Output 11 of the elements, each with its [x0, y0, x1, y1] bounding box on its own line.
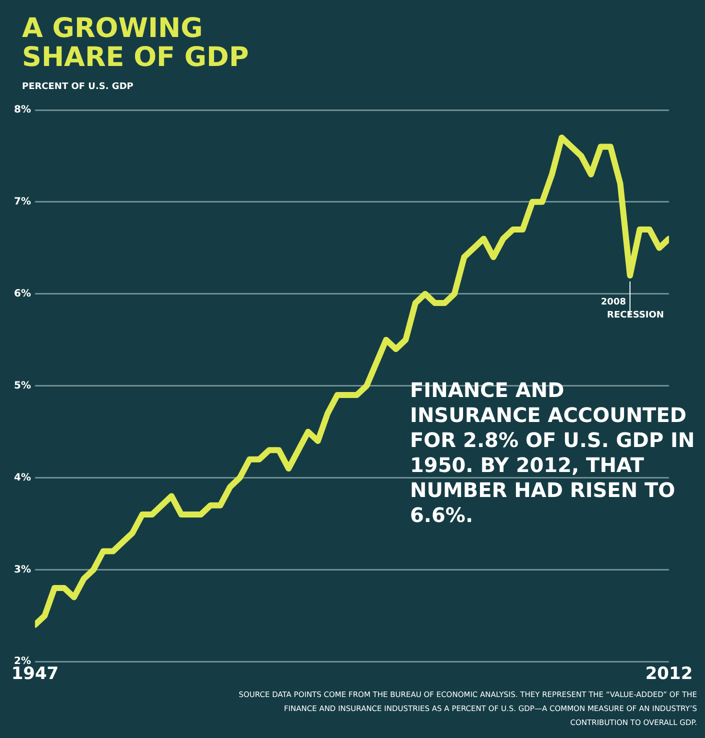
y-tick-label: 3%	[14, 564, 31, 576]
chart-title: A GROWING SHARE OF GDP	[22, 13, 250, 73]
y-axis-title: PERCENT OF U.S. GDP	[22, 82, 134, 92]
annotation: 2008 RECESSION	[600, 297, 664, 320]
y-tick-label: 7%	[14, 196, 31, 208]
y-tick-label: 4%	[14, 472, 31, 484]
y-tick-label: 8%	[14, 104, 31, 116]
y-tick-label: 6%	[14, 288, 31, 300]
annotation: FINANCE AND INSURANCE ACCOUNTED FOR 2.8% OF U.S. GDP IN 1950. BY 2012, THAT NUMBER HAD RISEN TO 6.6%.	[410, 378, 696, 528]
x-tick-label: 2012	[645, 664, 693, 684]
y-tick-label: 5%	[14, 380, 31, 392]
